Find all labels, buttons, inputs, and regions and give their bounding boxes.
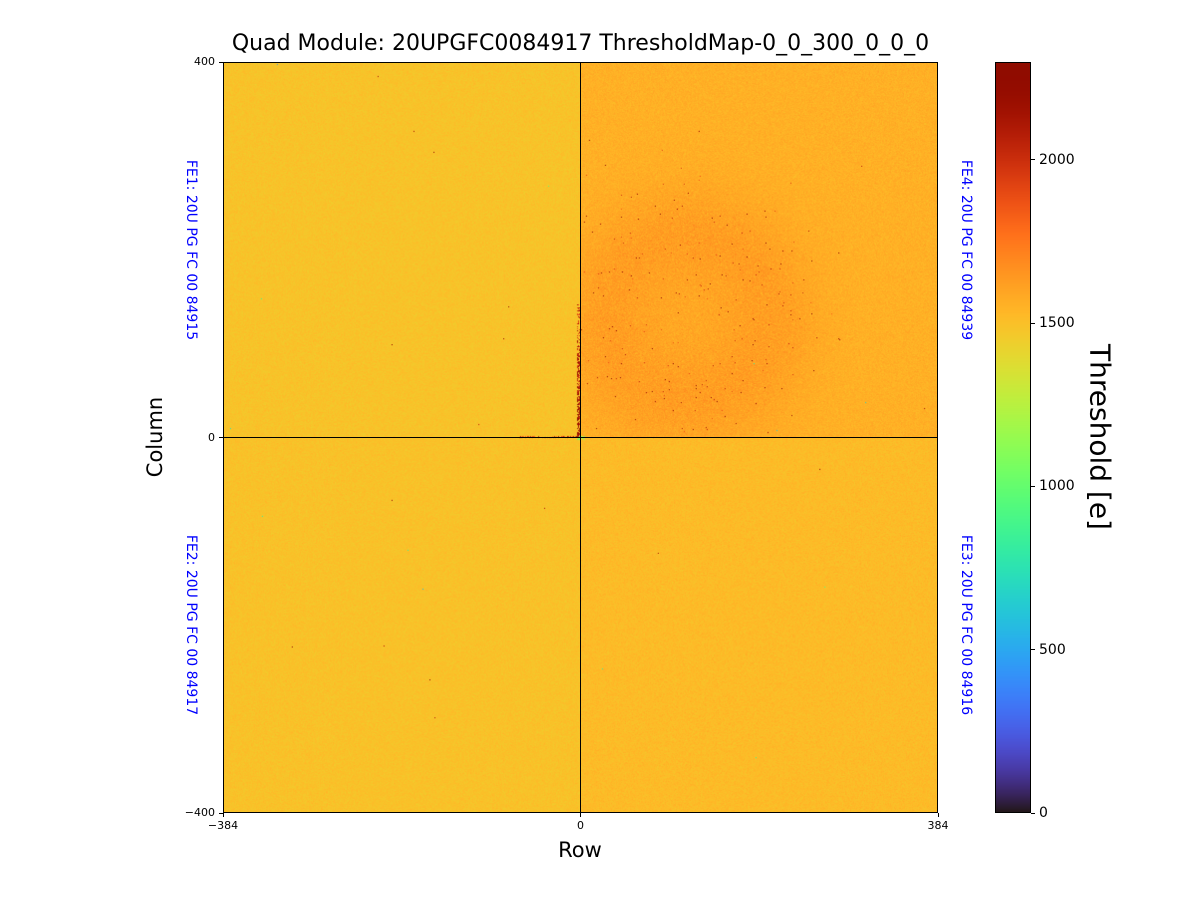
y-tick-mark <box>219 61 223 63</box>
x-tick-label: 384 <box>927 819 949 832</box>
fe-label-fe3: FE3: 20U PG FC 00 84916 <box>958 535 974 716</box>
x-tick-label: −384 <box>207 819 239 832</box>
chart-title: Quad Module: 20UPGFC0084917 ThresholdMap… <box>231 31 930 56</box>
x-tick-mark <box>222 813 224 817</box>
colorbar-tick-label: 2000 <box>1039 151 1075 168</box>
y-tick-label: 400 <box>194 55 215 68</box>
colorbar-tick-label: 1500 <box>1039 315 1075 332</box>
fe-label-fe1: FE1: 20U PG FC 00 84915 <box>183 159 199 340</box>
fe-label-fe4: FE4: 20U PG FC 00 84939 <box>958 159 974 340</box>
colorbar-tick-label: 500 <box>1039 641 1066 658</box>
colorbar-canvas <box>996 63 1030 812</box>
colorbar-tick-mark <box>1031 322 1035 324</box>
column-zero-gridline <box>224 437 937 438</box>
colorbar <box>995 62 1031 813</box>
colorbar-tick-label: 0 <box>1039 805 1048 821</box>
colorbar-tick-mark <box>1031 159 1035 161</box>
x-axis-label: Row <box>558 838 602 862</box>
x-tick-label: 0 <box>577 819 584 832</box>
y-tick-label: −400 <box>184 806 215 819</box>
colorbar-label: Threshold [e] <box>1083 344 1117 530</box>
colorbar-tick-label: 1000 <box>1039 478 1075 495</box>
colorbar-tick-mark <box>1031 649 1035 651</box>
y-tick-label: 0 <box>208 430 215 444</box>
colorbar-tick-mark <box>1031 485 1035 487</box>
colorbar-tick-mark <box>1031 812 1035 814</box>
fe-label-fe2: FE2: 20U PG FC 00 84917 <box>183 535 199 716</box>
x-tick-mark <box>580 813 581 817</box>
heatmap-plot <box>223 62 938 813</box>
y-tick-mark <box>219 437 223 438</box>
y-tick-mark <box>219 812 223 814</box>
x-tick-mark <box>937 813 939 817</box>
